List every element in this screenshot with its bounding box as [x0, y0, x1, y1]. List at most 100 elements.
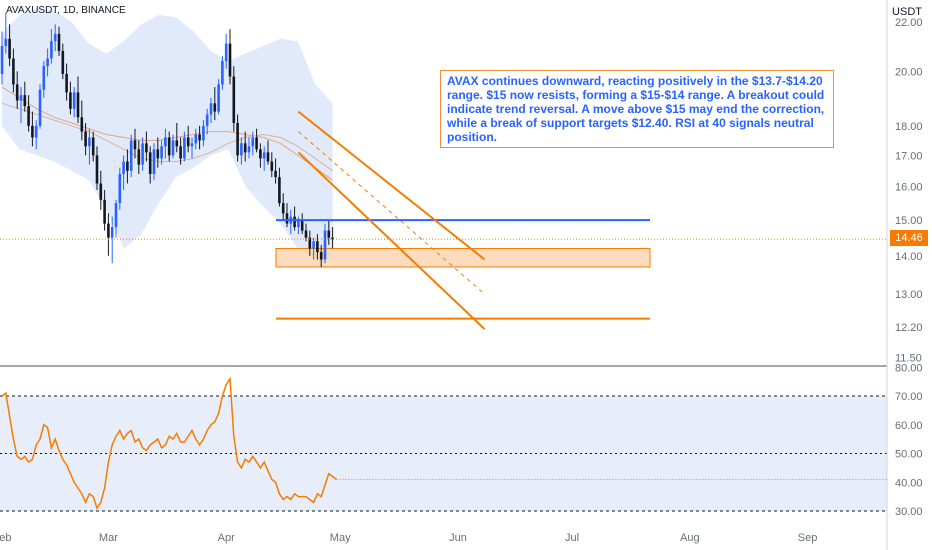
- symbol-label: AVAXUSDT, 1D, BINANCE: [6, 5, 126, 16]
- candle-body: [247, 146, 251, 153]
- candle-body: [202, 125, 205, 141]
- candle-body: [255, 137, 258, 150]
- candle-body: [114, 203, 118, 228]
- channel-lower-line: [297, 151, 486, 330]
- candle: [19, 87, 23, 123]
- candle-body: [259, 149, 262, 159]
- candle: [31, 111, 34, 147]
- candle-body: [194, 134, 198, 144]
- candle: [53, 24, 57, 52]
- candle-body: [160, 146, 163, 159]
- candle-body: [57, 33, 61, 52]
- candle-body: [228, 43, 232, 77]
- candle: [175, 122, 179, 153]
- candle-body: [300, 220, 304, 231]
- candle: [38, 84, 42, 129]
- candle: [84, 122, 87, 156]
- rsi-band-fill: [0, 396, 887, 511]
- candle: [0, 31, 4, 85]
- candle-body: [84, 131, 87, 147]
- candle-body: [80, 117, 84, 132]
- candle: [232, 66, 236, 132]
- price-tick-label: 15.00: [895, 215, 923, 227]
- candle-body: [183, 137, 186, 159]
- candle-body: [8, 38, 11, 59]
- price-tick-label: 11.50: [895, 353, 922, 365]
- candle-body: [38, 89, 42, 126]
- candle: [4, 12, 8, 54]
- candle-body: [316, 241, 319, 253]
- candle-body: [221, 61, 224, 85]
- candle: [285, 203, 289, 228]
- candlesticks: [0, 12, 334, 268]
- candle: [95, 146, 99, 190]
- candle-body: [312, 241, 315, 249]
- candle: [262, 146, 266, 171]
- candle: [274, 158, 277, 184]
- candle-body: [297, 220, 300, 228]
- rsi-tick-label: 50.00: [895, 449, 923, 461]
- candle: [27, 95, 30, 132]
- candle-body: [186, 137, 190, 147]
- candle-body: [274, 170, 277, 178]
- candle-body: [107, 223, 110, 238]
- candle: [327, 220, 331, 245]
- rsi-tick-label: 40.00: [895, 477, 923, 489]
- candle-body: [118, 173, 122, 204]
- candle-body: [76, 92, 80, 118]
- candle: [76, 76, 80, 123]
- candle: [240, 137, 243, 165]
- candle-body: [293, 216, 296, 228]
- candle: [57, 26, 61, 57]
- candle-body: [251, 137, 255, 147]
- candle-body: [281, 203, 285, 214]
- candle-body: [72, 92, 76, 109]
- candle: [251, 131, 255, 156]
- candle: [270, 152, 274, 178]
- candle: [247, 137, 251, 159]
- candle: [316, 234, 319, 260]
- candle: [213, 87, 217, 121]
- candle: [255, 128, 258, 153]
- time-tick-label: Mar: [99, 532, 118, 544]
- time-tick-label: Aug: [680, 532, 700, 544]
- candle-body: [61, 51, 65, 74]
- candle: [202, 120, 205, 147]
- rsi-tick-label: 30.00: [895, 506, 923, 518]
- rsi-line: [1, 376, 337, 510]
- horizontal-levels: [0, 219, 887, 320]
- candle: [221, 56, 224, 90]
- candle-body: [327, 230, 331, 238]
- candle-body: [95, 155, 99, 184]
- candle-body: [15, 84, 19, 101]
- candle-body: [50, 41, 53, 59]
- candle: [72, 87, 76, 118]
- last-price-tag: 14.46: [890, 230, 928, 246]
- candle-body: [232, 76, 236, 123]
- candle-body: [141, 143, 144, 165]
- candle: [198, 125, 201, 150]
- candle-body: [236, 122, 239, 156]
- candle-body: [270, 161, 274, 171]
- candle: [228, 29, 232, 85]
- price-tick-label: 20.00: [895, 66, 923, 78]
- candle: [236, 114, 239, 162]
- candle-body: [217, 84, 220, 112]
- candle-body: [110, 227, 114, 238]
- candle: [152, 143, 156, 181]
- candle: [300, 213, 304, 235]
- time-tick-label: Sep: [798, 532, 818, 544]
- moving-averages: [1, 86, 333, 181]
- moving-average-line: [1, 102, 333, 172]
- candle-body: [46, 58, 49, 67]
- candle: [50, 29, 53, 64]
- candle-body: [175, 140, 179, 147]
- candle: [126, 149, 129, 184]
- candle: [183, 131, 186, 162]
- candle-body: [323, 230, 327, 260]
- time-tick-label: Apr: [218, 532, 235, 544]
- candle-body: [243, 143, 247, 153]
